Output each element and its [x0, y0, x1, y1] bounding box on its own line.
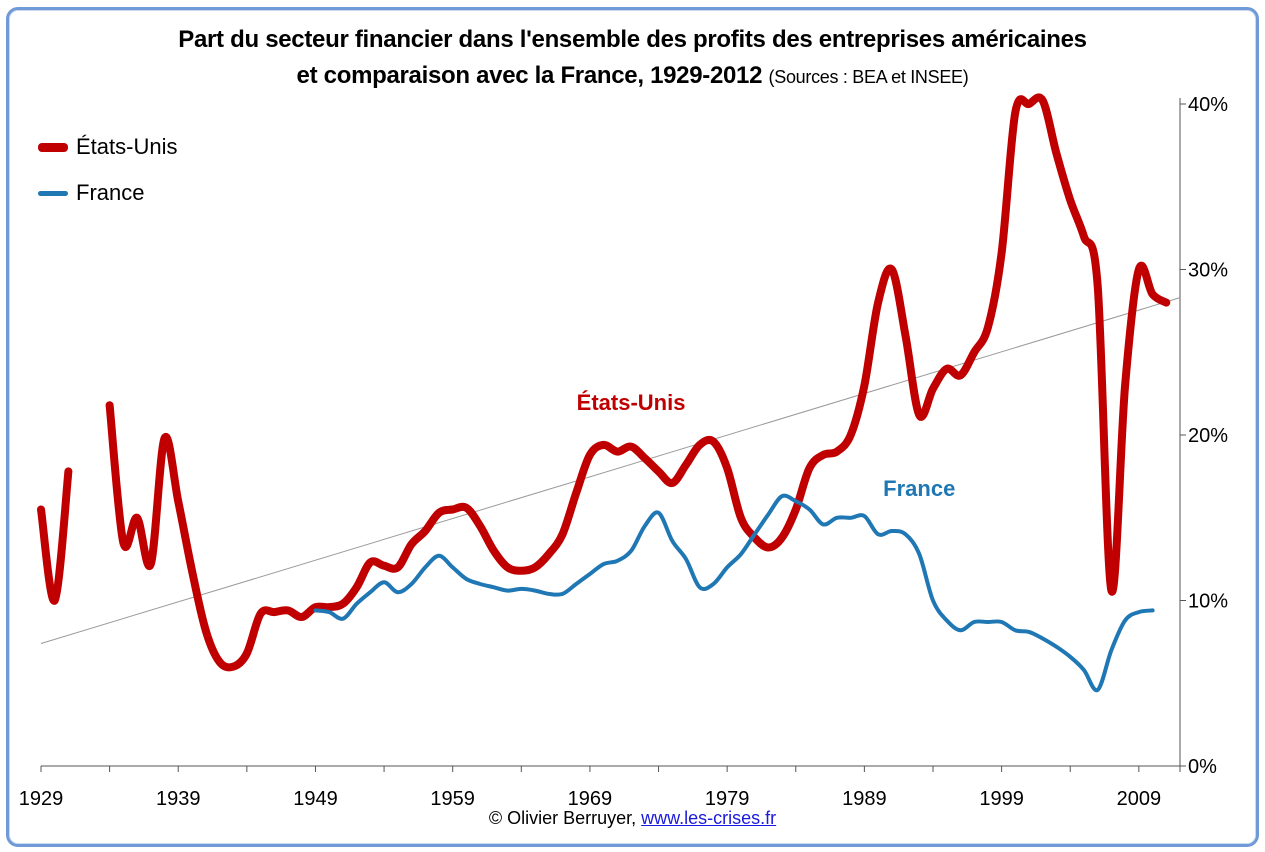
- legend-label-france: France: [76, 180, 145, 205]
- legend-swatch-etats-unis: [38, 142, 68, 152]
- x-tick-label-1949: 1949: [293, 788, 338, 810]
- series-line-etats-unis-1: [105, 93, 1171, 672]
- footer-link[interactable]: www.les-crises.fr: [641, 808, 777, 828]
- chart-title-line1: Part du secteur financier dans l'ensembl…: [178, 26, 1087, 53]
- annotation-france: France: [883, 476, 955, 501]
- trend-line: [40, 297, 1181, 645]
- y-tick-label-0pct: 0%: [1188, 756, 1217, 778]
- x-tick-label-1969: 1969: [568, 788, 613, 810]
- footer-copyright: © Olivier Berruyer,: [488, 808, 637, 828]
- x-tick-label-1959: 1959: [430, 788, 475, 810]
- legend-swatch-france: [38, 190, 68, 196]
- x-tick-label-1999: 1999: [979, 788, 1024, 810]
- y-tick-label-20pct: 20%: [1188, 425, 1228, 447]
- x-tick-label-2009: 2009: [1117, 788, 1162, 810]
- annotation-etats-unis: États-Unis: [577, 390, 686, 415]
- chart-title-text: et comparaison avec la France, 1929-2012: [296, 62, 763, 89]
- chart-sources: (Sources : BEA et INSEE): [768, 67, 969, 87]
- series-line-france-0: [313, 493, 1155, 693]
- chart-title-line2: et comparaison avec la France, 1929-2012…: [0, 62, 1265, 90]
- x-tick-label-1939: 1939: [156, 788, 201, 810]
- x-tick-label-1989: 1989: [842, 788, 887, 810]
- y-tick-label-30pct: 30%: [1188, 260, 1228, 282]
- series-line-etats-unis-0: [37, 467, 73, 605]
- y-tick-label-10pct: 10%: [1188, 591, 1228, 613]
- legend-label-etats-unis: États-Unis: [76, 134, 178, 159]
- chart-frame: [6, 7, 1259, 847]
- chart-legend: États-Unis France: [38, 124, 177, 216]
- x-tick-label-1929: 1929: [19, 788, 64, 810]
- x-tick-label-1979: 1979: [705, 788, 750, 810]
- chart-footer: © Olivier Berruyer, www.les-crises.fr: [0, 808, 1265, 829]
- legend-item-etats-unis: États-Unis: [38, 124, 177, 170]
- y-tick-label-40pct: 40%: [1188, 94, 1228, 116]
- legend-item-france: France: [38, 170, 177, 216]
